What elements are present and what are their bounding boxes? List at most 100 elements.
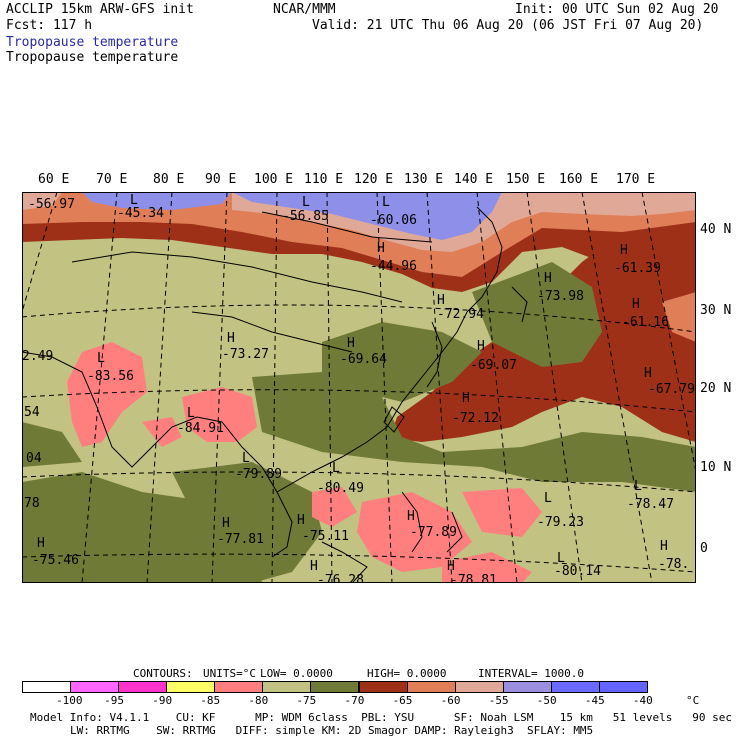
lon-label: 60 E [38, 172, 70, 187]
colorbar-tick: -70 [344, 694, 365, 707]
map-frame [22, 192, 696, 583]
lon-label: 150 E [506, 172, 546, 187]
center-value: -78. [658, 557, 690, 572]
center-marker: L [557, 551, 565, 566]
center-value: -79.89 [235, 467, 282, 482]
edge-value: 04 [26, 451, 42, 466]
center-value: -77.89 [410, 525, 457, 540]
center-marker: H [632, 297, 640, 312]
center-value: -69.64 [340, 352, 387, 367]
colorbar-swatch [166, 681, 216, 693]
org-label: NCAR/MMM [273, 2, 336, 17]
center-value: -83.56 [87, 369, 134, 384]
center-value: -84.91 [177, 421, 224, 436]
center-value: -80.14 [554, 564, 601, 579]
colorbar-tick: -65 [392, 694, 413, 707]
lon-label: 80 E [153, 172, 185, 187]
lat-label: 40 N [700, 222, 732, 237]
center-marker: L [382, 195, 390, 210]
valid-time: Valid: 21 UTC Thu 06 Aug 20 (06 JST Fri … [312, 18, 704, 33]
tropopause-temperature-map: L -83.56 L -84.91 H -73.27 H -69.64 H -6… [22, 192, 696, 583]
center-marker: H [297, 513, 305, 528]
lat-label: 20 N [700, 381, 732, 396]
center-value: -61.16 [622, 315, 669, 330]
center-value: -61.39 [614, 261, 661, 276]
center-marker: L [332, 461, 340, 476]
colorbar-swatch [454, 681, 504, 693]
center-marker: H [644, 366, 652, 381]
lon-label: 70 E [96, 172, 128, 187]
colorbar-swatch [70, 681, 120, 693]
center-value: -75.46 [32, 553, 79, 568]
center-value: -69.07 [470, 358, 517, 373]
center-marker: H [462, 391, 470, 406]
center-value: -72.94 [437, 307, 484, 322]
colorbar-tick: -95 [104, 694, 125, 707]
model-title: ACCLIP 15km ARW-GFS init [6, 2, 194, 17]
lon-label: 120 E [354, 172, 394, 187]
center-marker: H [477, 339, 485, 354]
lat-label: 10 N [700, 460, 732, 475]
colorbar-swatch [310, 681, 360, 693]
center-marker: L [242, 451, 250, 466]
colorbar-tick: -90 [152, 694, 173, 707]
colorbar-swatch [598, 681, 648, 693]
center-value: -80.49 [317, 481, 364, 496]
contours-low: LOW= 0.0000 [260, 667, 333, 680]
lon-label: 110 E [304, 172, 344, 187]
colorbar-tick: -45 [584, 694, 605, 707]
colorbar-swatch [550, 681, 600, 693]
center-value: -60.06 [370, 213, 417, 228]
center-marker: H [37, 536, 45, 551]
colorbar-tick: -60 [440, 694, 461, 707]
colorbar-tick: -85 [200, 694, 221, 707]
lon-label: 160 E [559, 172, 599, 187]
edge-value: 2.49 [22, 349, 54, 364]
center-value: -56.85 [282, 209, 329, 224]
center-value: -73.27 [222, 347, 269, 362]
center-marker: H [407, 509, 415, 524]
colorbar-tick: -75 [296, 694, 317, 707]
forecast-hour: Fcst: 117 h [6, 18, 93, 33]
center-marker: H [377, 241, 385, 256]
center-marker: H [660, 539, 668, 554]
colorbar-tick: -40 [632, 694, 653, 707]
center-value: -78.81 [450, 573, 497, 584]
center-marker: H [227, 331, 235, 346]
lat-label: 30 N [700, 303, 732, 318]
center-value: -79.23 [537, 515, 584, 530]
physics-info: LW: RRTMG SW: RRTMG DIFF: simple KM: 2D … [70, 724, 594, 737]
center-marker: H [620, 243, 628, 258]
contours-high: HIGH= 0.0000 [367, 667, 447, 680]
init-time: Init: 00 UTC Sun 02 Aug 20 [515, 2, 719, 17]
center-marker: L [187, 406, 195, 421]
colorbar-swatch [502, 681, 552, 693]
center-marker: H [347, 336, 355, 351]
center-value: -44.96 [370, 259, 417, 274]
center-marker: H [437, 293, 445, 308]
colorbar-tick: -100 [56, 694, 83, 707]
colorbar-swatch [118, 681, 168, 693]
center-value: -72.12 [452, 411, 499, 426]
center-value: -67.79 [648, 382, 695, 397]
center-marker: H [447, 559, 455, 574]
center-value: -73.98 [537, 289, 584, 304]
lon-label: 100 E [254, 172, 294, 187]
center-marker: L [130, 193, 138, 208]
lon-label: 130 E [404, 172, 444, 187]
center-marker: H [310, 559, 318, 574]
center-marker: H [222, 516, 230, 531]
colorbar-swatch [358, 681, 408, 693]
center-value: -76.28 [317, 573, 364, 584]
field-title-contour: Tropopause temperature [6, 50, 179, 65]
model-info: Model Info: V4.1.1 CU: KF MP: WDM 6class… [30, 711, 732, 724]
center-marker: L [97, 351, 105, 366]
center-marker: L [634, 479, 642, 494]
edge-value: -56.97 [28, 197, 75, 212]
lon-label: 170 E [616, 172, 656, 187]
center-value: -77.81 [217, 532, 264, 547]
center-value: -75.11 [302, 529, 349, 544]
center-marker: L [544, 491, 552, 506]
center-value: -78.47 [627, 497, 674, 512]
lat-label: 0 [700, 541, 708, 556]
